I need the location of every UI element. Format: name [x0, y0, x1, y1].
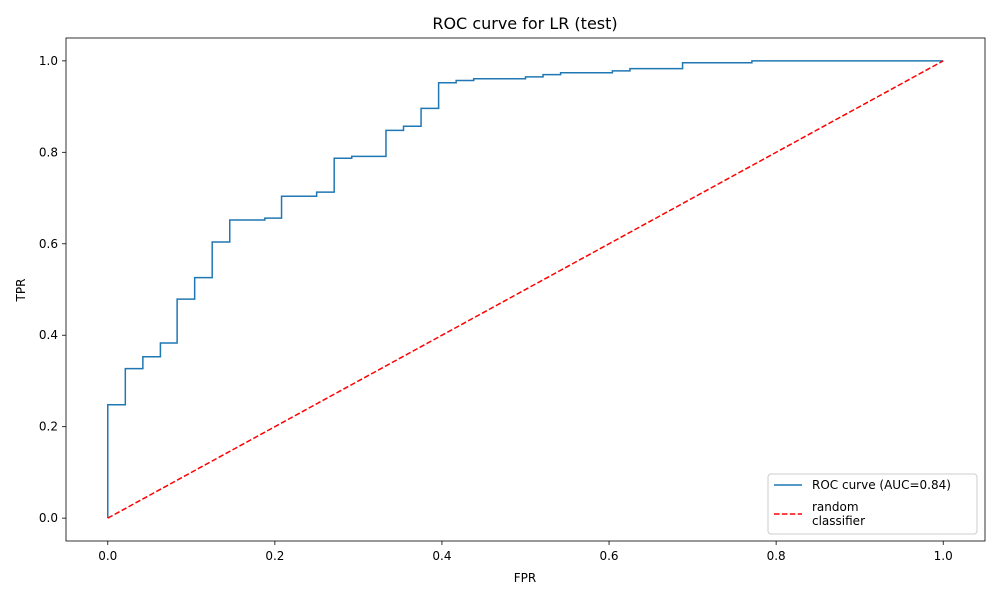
series-line-1	[107, 60, 944, 519]
y-axis-label: TPR	[14, 279, 28, 303]
x-tick-label: 0.0	[98, 549, 117, 563]
series-line-0	[107, 60, 944, 519]
legend: ROC curve (AUC=0.84) random classifier	[767, 473, 978, 535]
x-tick-label: 0.8	[767, 549, 786, 563]
legend-label-1: random classifier	[812, 500, 865, 528]
x-tick-label: 0.4	[432, 549, 451, 563]
x-axis-label: FPR	[514, 571, 536, 585]
y-tick-label: 0.2	[39, 420, 58, 434]
y-tick-label: 0.6	[39, 237, 58, 251]
x-tick-label: 1.0	[934, 549, 953, 563]
axes-frame	[65, 37, 986, 542]
y-tick-label: 0.4	[39, 328, 58, 342]
x-tick-label: 0.2	[265, 549, 284, 563]
x-tick-label: 0.6	[599, 549, 618, 563]
plot-area: 0.0 0.2 0.4 0.6 0.8 1.0 0.0 0.2 0.4 0.6 0.8 1.0	[39, 37, 986, 563]
y-tick-label: 1.0	[39, 54, 58, 68]
chart-title: ROC curve for LR (test)	[432, 14, 617, 33]
legend-box	[767, 473, 978, 535]
y-tick-label: 0.0	[39, 511, 58, 525]
y-tick-label: 0.8	[39, 145, 58, 159]
legend-label-0: ROC curve (AUC=0.84)	[812, 478, 951, 492]
